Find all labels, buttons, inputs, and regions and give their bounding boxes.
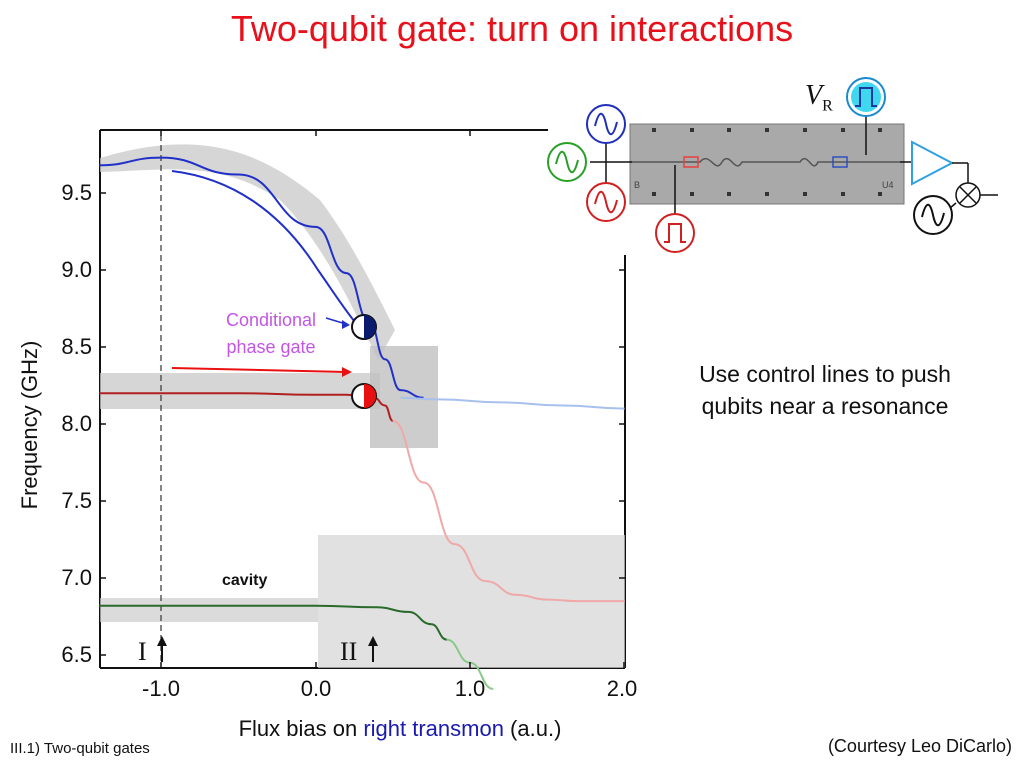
footer-section-label: III.1) Two-qubit gates <box>10 740 150 757</box>
blue-branch-continuation <box>400 396 625 410</box>
x-tick-label: 0.0 <box>300 676 332 701</box>
red-branch-band <box>100 373 380 409</box>
vr-label: VR <box>805 80 833 115</box>
cavity-label: cavity <box>222 572 268 589</box>
x-tick-label: 2.0 <box>606 676 638 701</box>
left-transmon <box>683 156 699 168</box>
red-branch-curve <box>99 392 394 422</box>
footer-credit: (Courtesy Leo DiCarlo) <box>827 736 1012 756</box>
y-tick-label: 7.5 <box>61 488 92 513</box>
right-transmon <box>832 156 848 168</box>
blue-branch-band <box>100 144 395 360</box>
y-tick-marks <box>100 192 625 656</box>
blue-branch-curve <box>99 156 424 399</box>
y-tick-label: 8.5 <box>61 334 92 359</box>
red-arrow-line <box>171 367 347 373</box>
chip-label-right: U4 <box>882 180 894 190</box>
red-pulse-source-icon <box>655 213 695 253</box>
x-axis-label-highlight: right transmon <box>363 716 504 741</box>
blue-state-icon <box>351 314 377 340</box>
amplifier-icon <box>911 140 955 186</box>
red-branch-descent <box>392 419 625 603</box>
green-branch-curve <box>99 604 448 641</box>
y-tick-label: 7.0 <box>61 565 92 590</box>
circuit-schematic: B U4 <box>547 77 998 253</box>
x-tick-label: 1.0 <box>454 676 486 701</box>
marker-1-arrow <box>157 636 167 646</box>
blue-arrow-head <box>342 320 350 329</box>
marker-2-arrow <box>368 636 378 646</box>
y-tick-label: 9.0 <box>61 257 92 282</box>
cavity-band-left <box>100 598 318 622</box>
conditional-phase-label: Conditional phase gate <box>225 310 317 357</box>
side-note: Use control lines to push qubits near a … <box>699 361 951 419</box>
x-tick-marks <box>160 130 625 668</box>
y-tick-label: 8.0 <box>61 411 92 436</box>
red-state-icon <box>351 383 377 409</box>
marker-1-label: I <box>138 637 147 666</box>
y-tick-label: 6.5 <box>61 642 92 667</box>
chip-label-left: B <box>634 180 640 190</box>
x-tick-label: -1.0 <box>142 676 180 701</box>
y-axis-label: Frequency (GHz) <box>17 340 42 510</box>
blue-guide-trace <box>171 170 356 323</box>
y-tick-label: 9.5 <box>61 180 92 205</box>
data-curves <box>99 156 625 690</box>
red-arrow-head <box>342 367 352 377</box>
chip-transmission-line <box>632 158 900 167</box>
x-axis-label: Flux bias on right transmon (a.u.) <box>238 716 562 741</box>
slide-title: Two-qubit gate: turn on interactions <box>230 8 794 49</box>
marker-2-label: II <box>340 637 358 666</box>
